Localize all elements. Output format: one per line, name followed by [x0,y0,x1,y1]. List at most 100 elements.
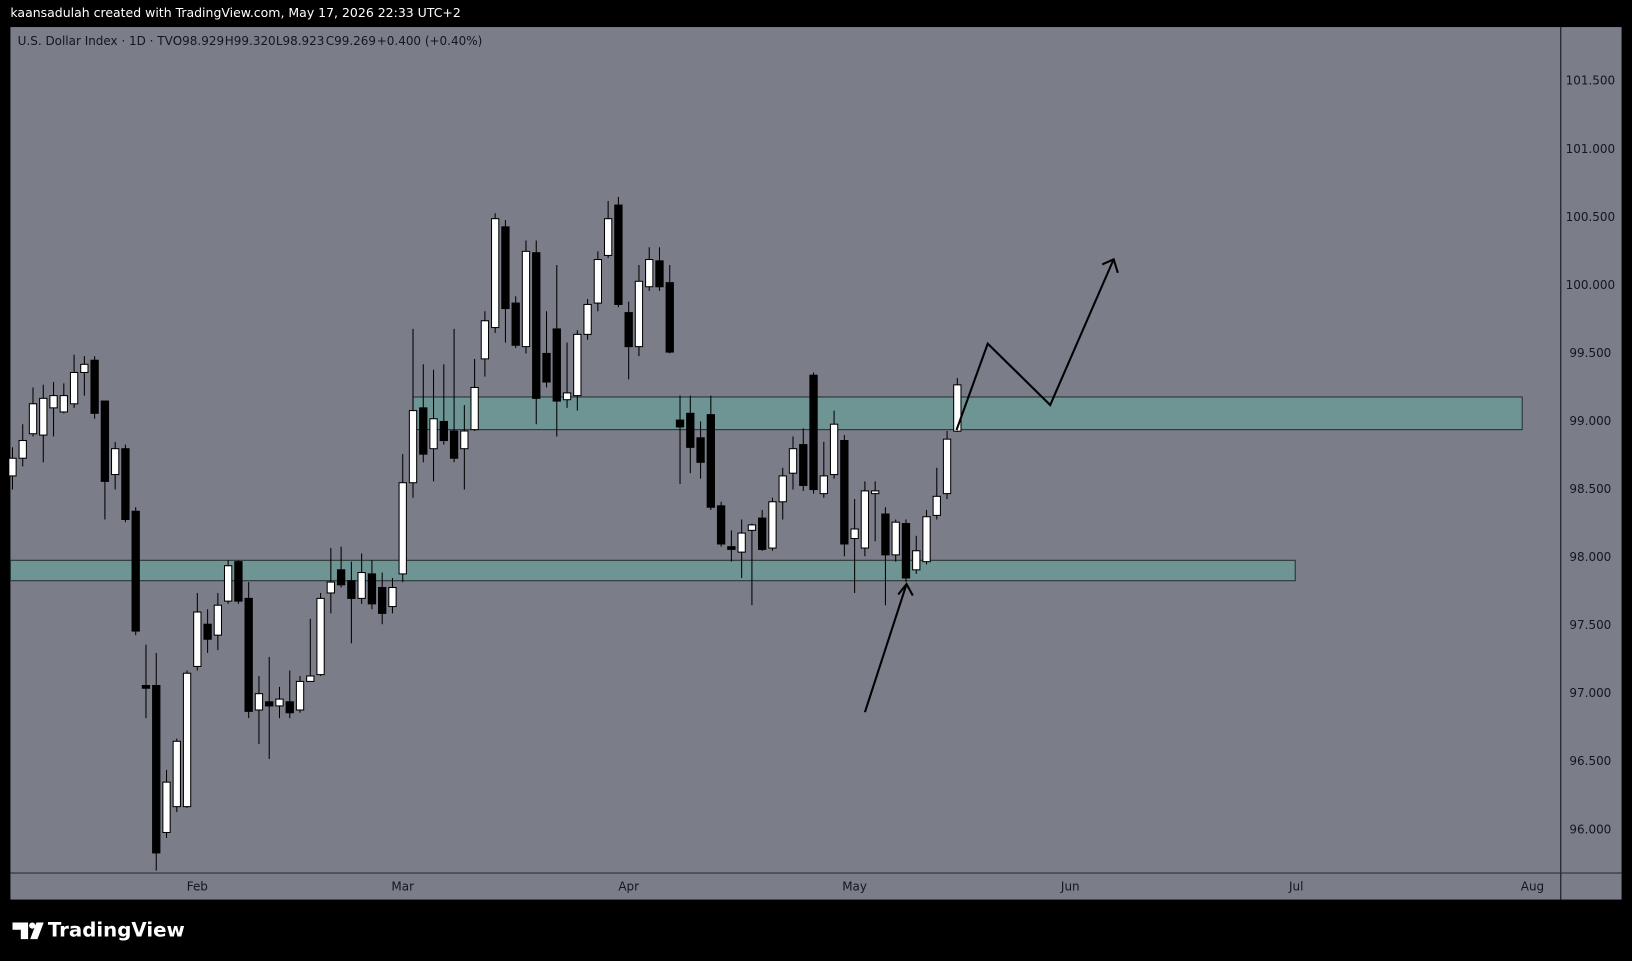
candle-body [90,359,99,414]
candle-body [18,440,27,459]
candle-body [788,448,798,474]
brand-logo [12,922,44,940]
candle-body [480,320,490,360]
candle-body [901,523,911,579]
price-axis [1561,27,1622,873]
candle-body [285,701,294,714]
candle-body [634,280,644,348]
candle-body [367,573,377,605]
candle-body [686,412,695,448]
candle-body [162,781,171,834]
ohlc-high: H99.320 [225,34,276,48]
candle-body [408,410,418,484]
candle-body [398,482,407,575]
ohlc-change: +0.400 (+0.40%) [377,34,482,48]
candle-body [891,521,900,556]
candle-body [39,397,48,436]
y-tick-label: 101.000 [1566,142,1615,156]
candle-body [603,218,613,256]
candle-body [490,218,500,329]
candle-body [737,532,746,553]
candle-body [193,611,202,667]
x-tick-label: Jul [1288,880,1303,894]
candle-body [542,352,551,383]
x-tick-label: Jun [1060,880,1080,894]
candle-body [306,675,315,682]
x-tick-label: May [842,880,867,894]
candle-body [265,701,274,707]
y-tick-label: 96.500 [1569,754,1611,768]
y-tick-label: 101.500 [1566,74,1615,88]
candle-body [809,374,818,491]
candle-body [511,302,520,346]
candle-body [213,604,223,636]
candle-body [203,623,212,640]
candle-body [870,490,880,495]
candle-body [665,282,674,353]
candle-body [460,430,469,450]
candle-body [419,407,428,455]
x-tick-label: Mar [391,880,414,894]
candle-body [470,386,479,431]
axis-corner [1561,873,1622,900]
candle-body [172,740,181,808]
candle-body [645,259,654,288]
candle-body [295,680,305,711]
y-tick-label: 98.500 [1569,482,1611,496]
projection-arrow [955,258,1115,431]
candle-body [336,569,346,586]
candle-body [141,684,151,689]
candle-body [799,444,808,486]
x-tick-label: Apr [618,880,639,894]
candle-body [378,586,387,614]
candle-body [912,550,921,571]
candle-body [532,252,541,399]
brand-name: TradingView [48,918,185,941]
legend: U.S. Dollar Index · 1D · TVC O98.929 H99… [18,34,483,48]
candle-body [716,505,726,545]
candle-body [121,448,130,520]
candle-body [59,395,68,413]
candle-body [655,260,664,288]
candle-body [758,517,767,550]
candle-body [562,392,572,401]
y-tick-label: 99.500 [1569,346,1611,360]
candle-body [111,448,120,476]
candle-body [439,420,448,442]
y-tick-label: 99.000 [1569,414,1611,428]
candle-body [696,437,705,463]
y-tick-label: 97.000 [1569,686,1611,700]
candle-body [881,513,890,556]
candle-body [501,226,510,310]
candle-body [69,371,79,405]
arrow-head [897,582,914,597]
candle-body [223,565,233,602]
candle-body [922,516,931,563]
candle-body [624,312,633,348]
ohlc-open: O98.929 [173,34,224,48]
candle-body [254,693,264,711]
zone [9,559,1296,582]
candle-body [182,672,192,808]
candle-body [573,333,582,397]
candle-body [675,419,685,428]
x-tick-label: Aug [1521,880,1544,894]
candle-body [357,572,366,599]
candle-body [583,303,592,335]
candle-body [819,475,828,495]
x-tick-label: Feb [187,880,208,894]
candle-body [131,510,140,632]
candle-body [778,475,787,503]
candle-body [326,581,336,594]
candle-body [953,384,962,432]
candle-body [316,597,325,676]
candle-body [860,490,870,549]
drawings [863,257,1119,713]
candle-body [49,395,58,409]
y-tick-label: 100.000 [1566,278,1615,292]
candle-body [28,403,38,435]
candle-body [850,528,859,540]
candle-body [449,430,459,459]
candle-body [593,259,603,304]
